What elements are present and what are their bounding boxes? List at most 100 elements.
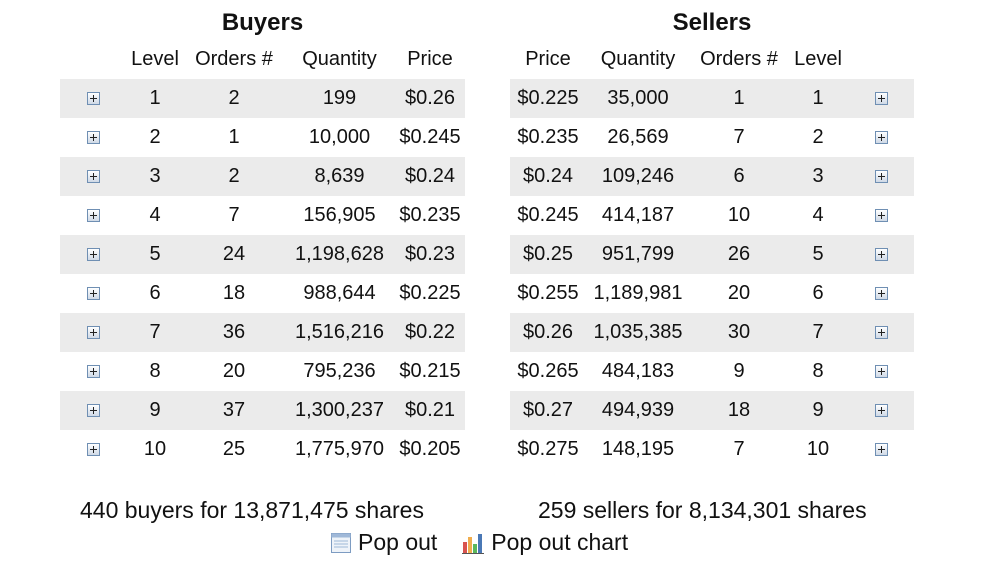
buyers-level-cell: 7 (126, 313, 184, 352)
pop-out-link[interactable]: Pop out (330, 529, 437, 556)
plus-box-icon[interactable] (86, 131, 100, 145)
sellers-row-expand (848, 79, 914, 118)
plus-box-icon[interactable] (874, 92, 888, 106)
buyers-level-cell: 3 (126, 157, 184, 196)
pop-out-chart-link[interactable]: Pop out chart (461, 529, 628, 556)
sellers-orders-cell: 1 (690, 79, 788, 118)
plus-box-icon[interactable] (86, 209, 100, 223)
plus-box-icon[interactable] (874, 248, 888, 262)
buyers-price-cell: $0.22 (395, 313, 465, 352)
buyers-quantity-cell: 156,905 (284, 196, 395, 235)
buyers-price-cell: $0.215 (395, 352, 465, 391)
buyers-header-price: Price (407, 48, 453, 70)
sellers-row: $0.265 484,183 9 8 (510, 352, 914, 391)
sellers-orders-cell: 9 (690, 352, 788, 391)
plus-box-icon[interactable] (86, 443, 100, 457)
plus-box-icon[interactable] (86, 326, 100, 340)
sellers-orders-cell: 7 (690, 118, 788, 157)
plus-box-icon[interactable] (86, 248, 100, 262)
sellers-price-cell: $0.265 (510, 352, 586, 391)
sellers-row-expand (848, 430, 914, 469)
buyers-row-expand (60, 391, 126, 430)
buyers-row: 8 20 795,236 $0.215 (60, 352, 465, 391)
sellers-row: $0.255 1,189,981 20 6 (510, 274, 914, 313)
buyers-row: 3 2 8,639 $0.24 (60, 157, 465, 196)
buyers-row: 2 1 10,000 $0.245 (60, 118, 465, 157)
plus-box-icon[interactable] (86, 365, 100, 379)
sellers-row-expand (848, 118, 914, 157)
sellers-level-cell: 10 (788, 430, 848, 469)
sellers-price-cell: $0.26 (510, 313, 586, 352)
plus-box-icon[interactable] (86, 92, 100, 106)
buyers-price-cell: $0.245 (395, 118, 465, 157)
buyers-quantity-cell: 8,639 (284, 157, 395, 196)
sellers-price-cell: $0.235 (510, 118, 586, 157)
plus-box-icon[interactable] (874, 443, 888, 457)
sellers-quantity-cell: 484,183 (586, 352, 690, 391)
sellers-row: $0.27 494,939 18 9 (510, 391, 914, 430)
plus-box-icon[interactable] (874, 365, 888, 379)
sellers-table: Price Quantity Orders # Level $0.225 35,0… (510, 40, 914, 469)
buyers-header-row: Level Orders # Quantity Price (60, 40, 465, 79)
sellers-summary: 259 sellers for 8,134,301 shares (538, 497, 867, 523)
sellers-level-cell: 8 (788, 352, 848, 391)
sellers-row: $0.235 26,569 7 2 (510, 118, 914, 157)
plus-box-icon[interactable] (874, 326, 888, 340)
buyers-quantity-cell: 199 (284, 79, 395, 118)
buyers-row-expand (60, 235, 126, 274)
sellers-level-cell: 6 (788, 274, 848, 313)
sellers-level-cell: 3 (788, 157, 848, 196)
sellers-level-cell: 9 (788, 391, 848, 430)
buyers-price-cell: $0.205 (395, 430, 465, 469)
sellers-orders-cell: 20 (690, 274, 788, 313)
buyers-orders-cell: 25 (184, 430, 284, 469)
buyers-row-expand (60, 79, 126, 118)
buyers-price-cell: $0.235 (395, 196, 465, 235)
buyers-header-orders: Orders # (195, 48, 273, 70)
buyers-header-expand (60, 40, 126, 79)
plus-box-icon[interactable] (874, 287, 888, 301)
sellers-quantity-cell: 1,035,385 (586, 313, 690, 352)
sellers-quantity-cell: 951,799 (586, 235, 690, 274)
buyers-quantity-cell: 1,300,237 (284, 391, 395, 430)
sellers-quantity-cell: 494,939 (586, 391, 690, 430)
sellers-row: $0.24 109,246 6 3 (510, 157, 914, 196)
sellers-quantity-cell: 414,187 (586, 196, 690, 235)
plus-box-icon[interactable] (874, 170, 888, 184)
buyers-title: Buyers (221, 9, 304, 36)
plus-box-icon[interactable] (86, 404, 100, 418)
buyers-table: Level Orders # Quantity Price 1 2 199 $0.26… (60, 40, 465, 469)
buyers-row-expand (60, 352, 126, 391)
plus-box-icon[interactable] (874, 209, 888, 223)
plus-box-icon[interactable] (874, 404, 888, 418)
sellers-row: $0.26 1,035,385 30 7 (510, 313, 914, 352)
sellers-row: $0.245 414,187 10 4 (510, 196, 914, 235)
sellers-row-expand (848, 352, 914, 391)
sellers-row: $0.25 951,799 26 5 (510, 235, 914, 274)
buyers-orders-cell: 37 (184, 391, 284, 430)
sellers-quantity-cell: 148,195 (586, 430, 690, 469)
sellers-price-cell: $0.225 (510, 79, 586, 118)
sellers-quantity-cell: 1,189,981 (586, 274, 690, 313)
sellers-header-quantity: Quantity (600, 48, 676, 70)
sellers-orders-cell: 7 (690, 430, 788, 469)
buyers-level-cell: 8 (126, 352, 184, 391)
plus-box-icon[interactable] (86, 287, 100, 301)
sellers-price-cell: $0.255 (510, 274, 586, 313)
sellers-row-expand (848, 391, 914, 430)
sellers-header-level: Level (794, 48, 842, 70)
sellers-orders-cell: 30 (690, 313, 788, 352)
sellers-orders-cell: 26 (690, 235, 788, 274)
buyers-row: 1 2 199 $0.26 (60, 79, 465, 118)
buyers-price-cell: $0.26 (395, 79, 465, 118)
sellers-row-expand (848, 313, 914, 352)
plus-box-icon[interactable] (874, 131, 888, 145)
buyers-orders-cell: 1 (184, 118, 284, 157)
buyers-orders-cell: 36 (184, 313, 284, 352)
sellers-price-cell: $0.25 (510, 235, 586, 274)
buyers-row: 7 36 1,516,216 $0.22 (60, 313, 465, 352)
plus-box-icon[interactable] (86, 170, 100, 184)
bar-chart-icon (462, 533, 485, 554)
buyers-quantity-cell: 10,000 (284, 118, 395, 157)
